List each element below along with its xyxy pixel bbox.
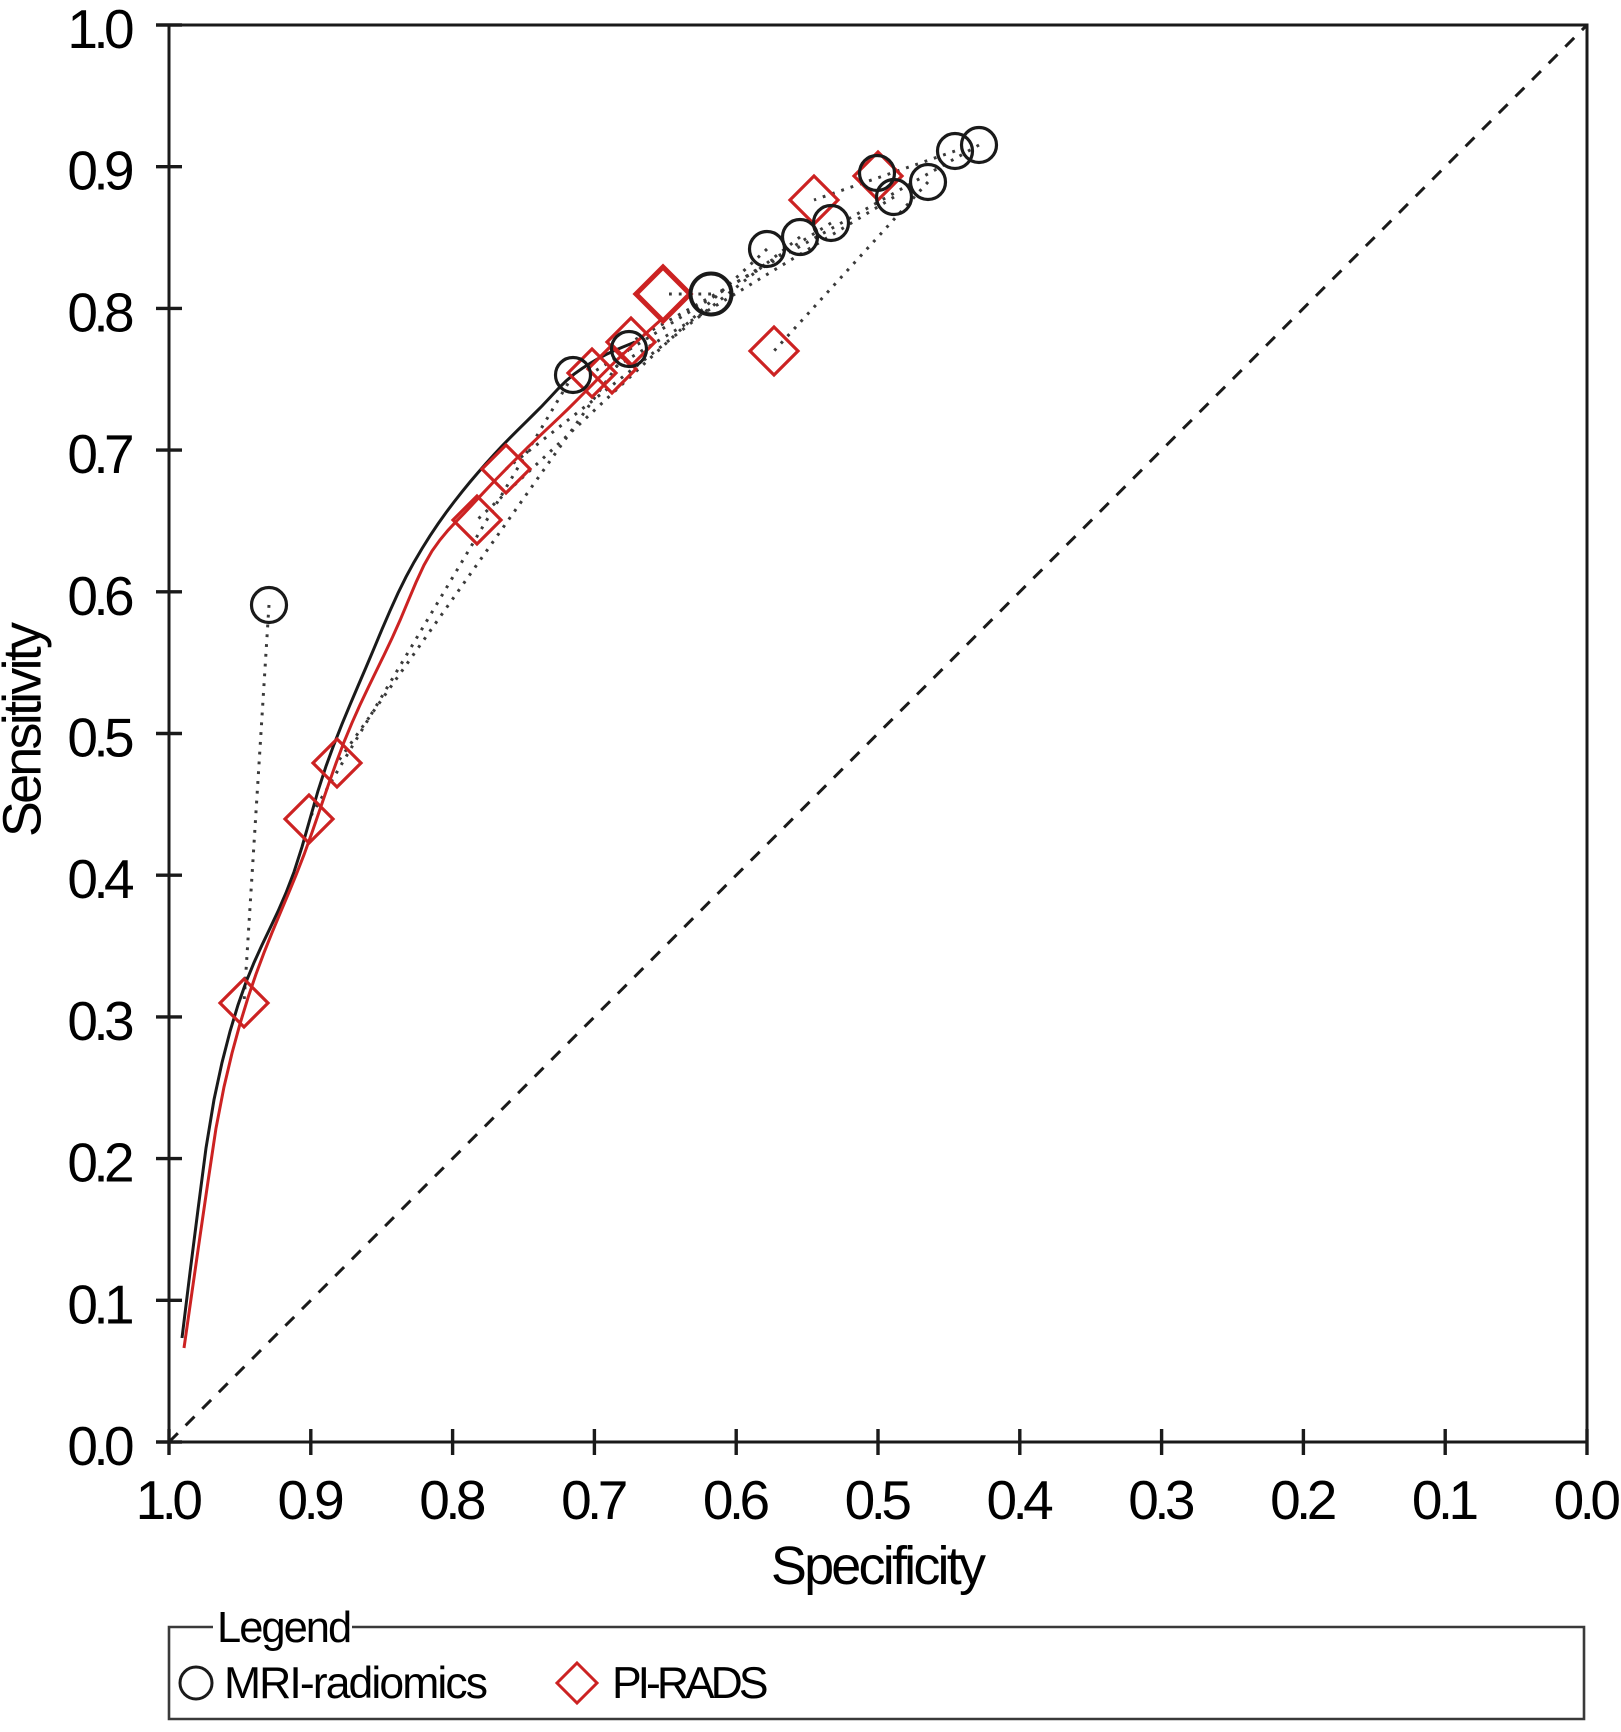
- svg-text:MRI-radiomics: MRI-radiomics: [224, 1659, 487, 1708]
- svg-text:0.2: 0.2: [1270, 1469, 1335, 1531]
- svg-text:Specificity: Specificity: [771, 1536, 986, 1596]
- svg-text:Sensitivity: Sensitivity: [0, 622, 53, 837]
- svg-text:0.9: 0.9: [67, 140, 132, 202]
- svg-text:0.8: 0.8: [67, 281, 133, 343]
- svg-text:0.4: 0.4: [986, 1469, 1052, 1531]
- svg-text:0.5: 0.5: [67, 707, 133, 769]
- svg-text:0.0: 0.0: [67, 1415, 133, 1477]
- svg-text:0.7: 0.7: [67, 423, 132, 485]
- svg-text:0.9: 0.9: [277, 1469, 342, 1531]
- svg-text:Legend: Legend: [217, 1604, 350, 1652]
- svg-text:0.7: 0.7: [561, 1469, 626, 1531]
- svg-text:0.1: 0.1: [67, 1273, 132, 1335]
- svg-text:0.3: 0.3: [1128, 1469, 1194, 1531]
- svg-text:0.1: 0.1: [1412, 1469, 1477, 1531]
- svg-text:0.2: 0.2: [67, 1132, 132, 1194]
- svg-text:0.8: 0.8: [419, 1469, 485, 1531]
- svg-text:0.6: 0.6: [67, 565, 133, 627]
- svg-text:0.3: 0.3: [67, 990, 133, 1052]
- svg-text:0.6: 0.6: [703, 1469, 769, 1531]
- svg-text:0.5: 0.5: [845, 1469, 911, 1531]
- svg-text:0.4: 0.4: [67, 848, 133, 910]
- svg-text:1.0: 1.0: [67, 0, 133, 60]
- svg-text:1.0: 1.0: [136, 1469, 202, 1531]
- svg-text:0.0: 0.0: [1554, 1469, 1620, 1531]
- svg-text:PI-RADS: PI-RADS: [612, 1659, 767, 1708]
